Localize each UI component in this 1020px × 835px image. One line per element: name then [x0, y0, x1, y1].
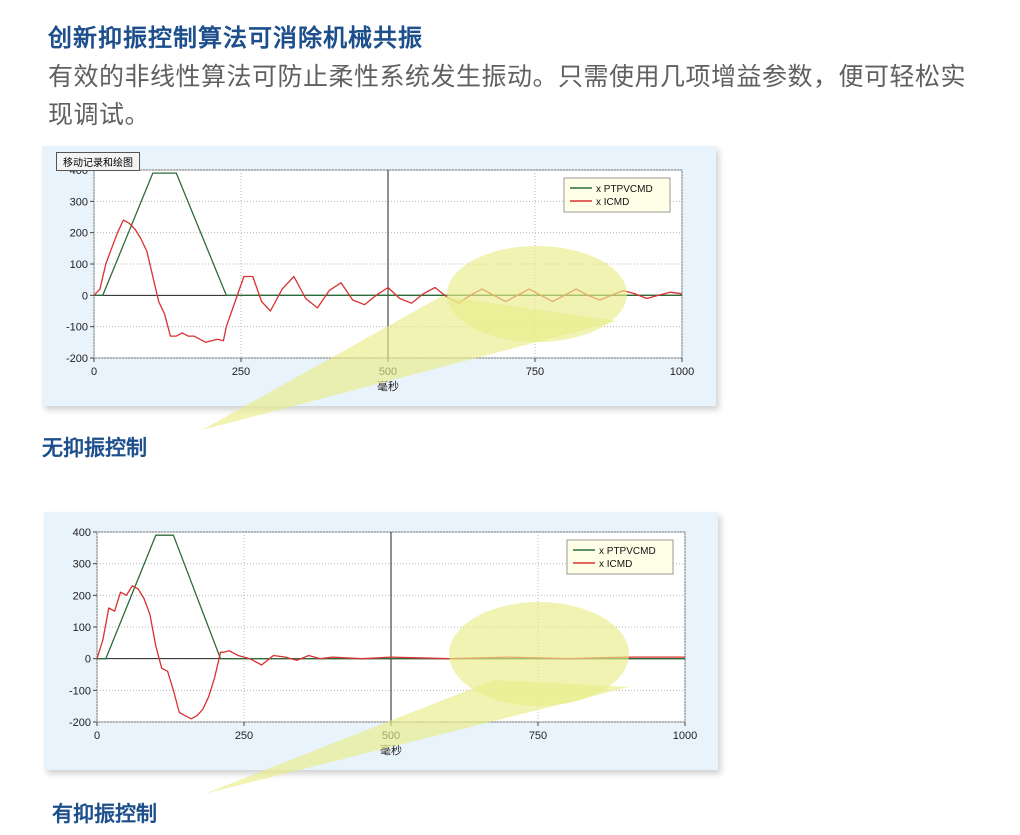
page-description: 有效的非线性算法可防止柔性系统发生振动。只需使用几项增益参数，便可轻松实现调试。 — [48, 62, 967, 129]
highlight-ellipse — [449, 602, 629, 706]
legend-box — [563, 177, 671, 213]
series-line-ptpvcmd — [94, 172, 682, 296]
x-tick-label: 250 — [235, 730, 253, 742]
y-tick-label: 0 — [82, 290, 88, 302]
chart-svg-with-suppression: -200-100010020030040002505007501000毫秒x P… — [69, 527, 697, 794]
caption-with-suppression: 有抑振控制 — [52, 802, 157, 826]
y-tick-label: -100 — [66, 322, 88, 334]
x-tick-label: 250 — [232, 366, 250, 378]
x-tick-label: 0 — [91, 366, 97, 378]
legend-box — [566, 539, 674, 575]
legend-label: x PTPVCMD — [599, 546, 656, 557]
y-tick-label: 400 — [73, 527, 91, 539]
y-tick-label: 200 — [70, 228, 88, 240]
y-tick-label: 300 — [70, 196, 88, 208]
x-tick-label: 1000 — [673, 730, 697, 742]
y-tick-label: 0 — [85, 654, 91, 666]
x-tick-label: 0 — [94, 730, 100, 742]
highlight-beam — [204, 680, 629, 794]
highlight-ellipse — [447, 246, 627, 342]
legend-label: x PTPVCMD — [596, 184, 653, 195]
move-record-plot-button[interactable]: 移动记录和绘图 — [56, 152, 140, 171]
legend-label: x ICMD — [599, 559, 632, 570]
series-line-icmd — [96, 585, 685, 720]
y-tick-label: 300 — [73, 559, 91, 571]
x-tick-label: 1000 — [670, 366, 694, 378]
caption-no-suppression: 无抑振控制 — [42, 436, 147, 460]
page-heading: 创新抑振控制算法可消除机械共振 — [48, 24, 423, 52]
chart-svg-no-suppression: -200-100010020030040002505007501000毫秒x P… — [66, 165, 694, 430]
chart-no-suppression: -200-100010020030040002505007501000毫秒x P… — [42, 146, 716, 430]
chart-with-suppression: -200-100010020030040002505007501000毫秒x P… — [44, 512, 718, 794]
x-tick-label: 750 — [526, 366, 544, 378]
y-tick-label: 200 — [73, 590, 91, 602]
y-tick-label: -200 — [69, 717, 91, 729]
series-line-ptpvcmd — [97, 534, 685, 660]
legend-label: x ICMD — [596, 197, 629, 208]
y-tick-label: -100 — [69, 685, 91, 697]
y-tick-label: 100 — [70, 259, 88, 271]
y-tick-label: 100 — [73, 622, 91, 634]
y-tick-label: -200 — [66, 353, 88, 365]
x-tick-label: 750 — [529, 730, 547, 742]
